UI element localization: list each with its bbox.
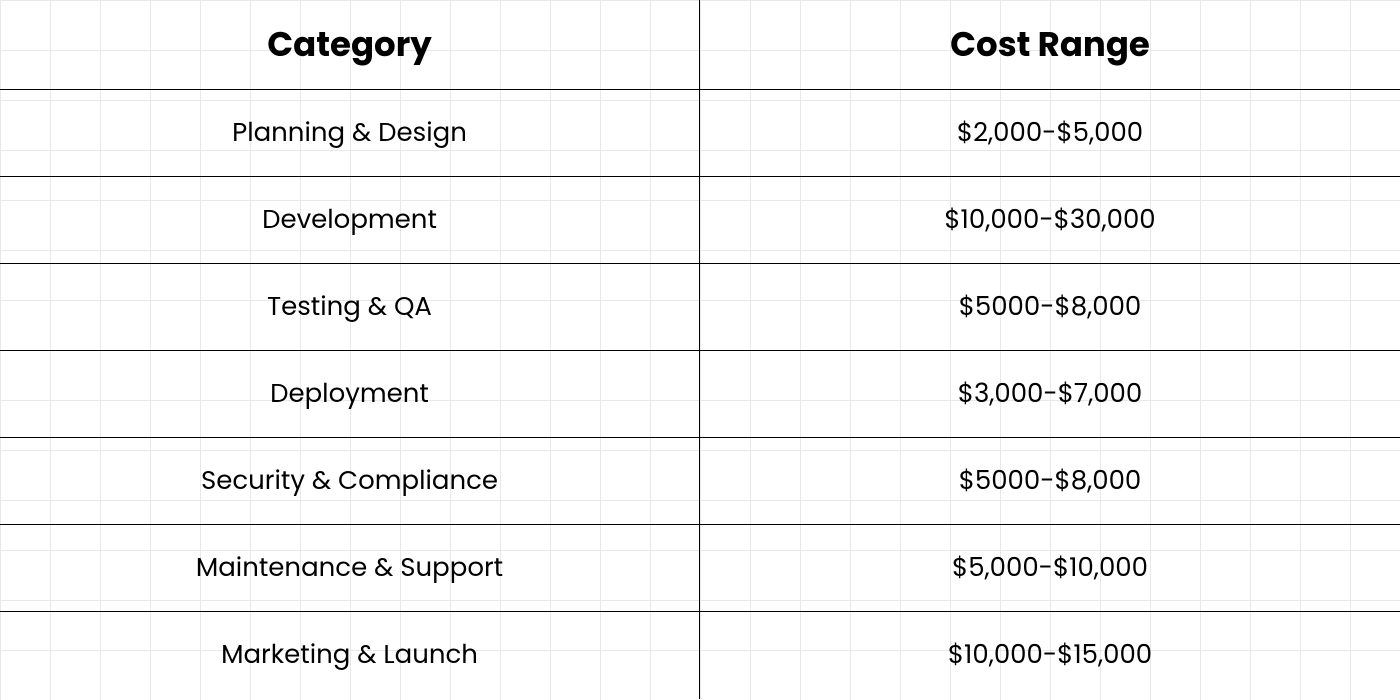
table-header-row: Category Cost Range bbox=[0, 0, 1400, 90]
cell-cost: $3,000-$7,000 bbox=[700, 351, 1400, 437]
cell-cost: $5000-$8,000 bbox=[700, 264, 1400, 350]
cost-table: Category Cost Range Planning & Design $2… bbox=[0, 0, 1400, 700]
cell-category: Marketing & Launch bbox=[0, 612, 700, 699]
cell-category: Development bbox=[0, 177, 700, 263]
cell-category: Maintenance & Support bbox=[0, 525, 700, 611]
cell-category: Security & Compliance bbox=[0, 438, 700, 524]
cell-category: Testing & QA bbox=[0, 264, 700, 350]
table-row: Testing & QA $5000-$8,000 bbox=[0, 264, 1400, 351]
cell-cost: $10,000-$15,000 bbox=[700, 612, 1400, 699]
table-row: Deployment $3,000-$7,000 bbox=[0, 351, 1400, 438]
cell-cost: $2,000-$5,000 bbox=[700, 90, 1400, 176]
cell-cost: $10,000-$30,000 bbox=[700, 177, 1400, 263]
cell-cost: $5,000-$10,000 bbox=[700, 525, 1400, 611]
header-cost-range: Cost Range bbox=[700, 0, 1400, 89]
table-row: Marketing & Launch $10,000-$15,000 bbox=[0, 612, 1400, 699]
table-row: Security & Compliance $5000-$8,000 bbox=[0, 438, 1400, 525]
cell-category: Deployment bbox=[0, 351, 700, 437]
table-row: Development $10,000-$30,000 bbox=[0, 177, 1400, 264]
table-row: Maintenance & Support $5,000-$10,000 bbox=[0, 525, 1400, 612]
cell-category: Planning & Design bbox=[0, 90, 700, 176]
table-row: Planning & Design $2,000-$5,000 bbox=[0, 90, 1400, 177]
header-category: Category bbox=[0, 0, 700, 89]
cell-cost: $5000-$8,000 bbox=[700, 438, 1400, 524]
